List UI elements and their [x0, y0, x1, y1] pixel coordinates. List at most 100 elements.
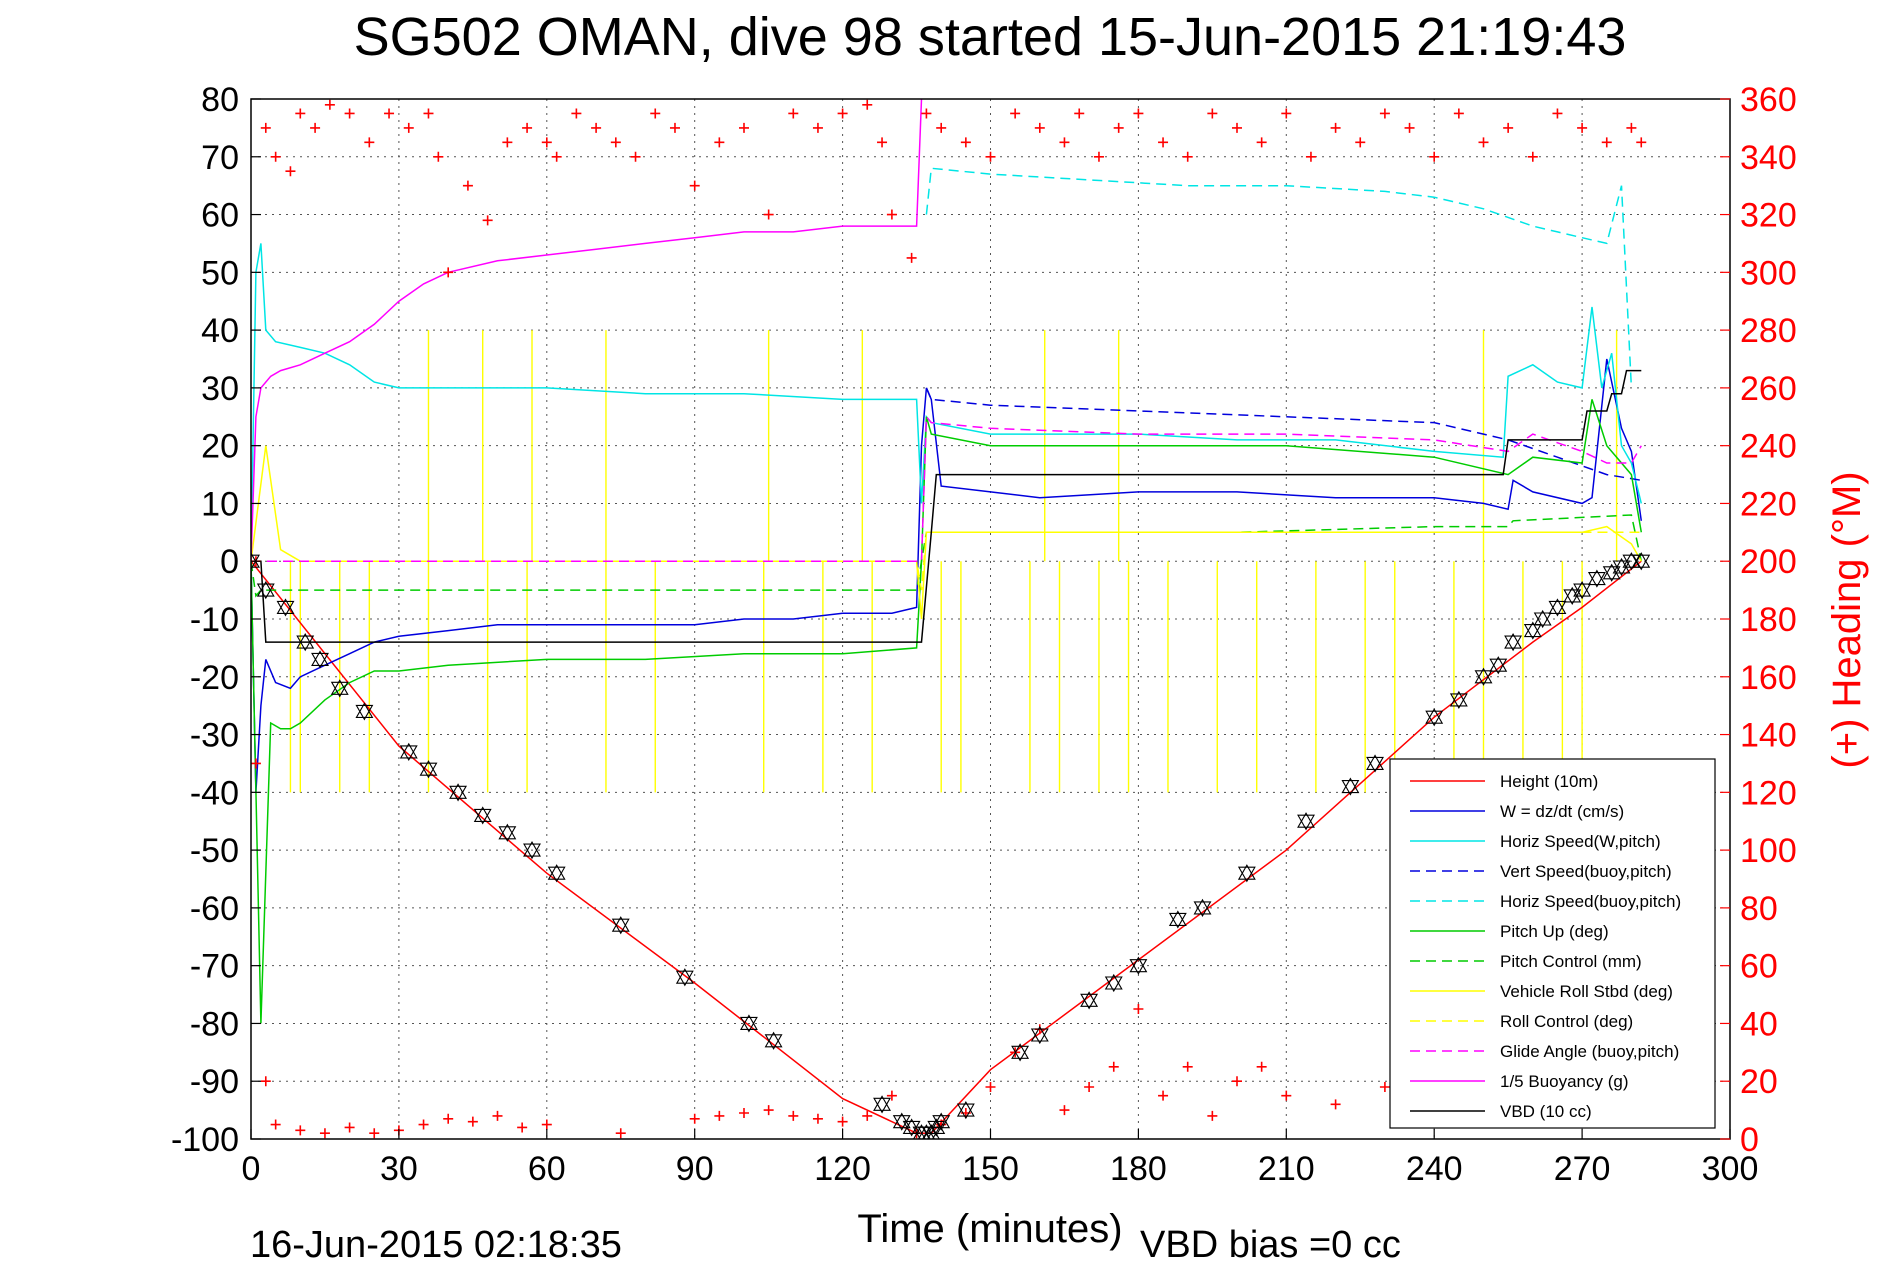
height-sample-marker	[1168, 910, 1187, 926]
axis-ticks: 0 30 60 90 120 150 180 210 240 270 300-100-90-80-7…	[171, 81, 1797, 1188]
heading-marker	[985, 151, 996, 162]
height-sample-marker	[902, 1120, 921, 1137]
y-tick-label: -40	[190, 774, 239, 812]
heading-marker	[502, 137, 513, 148]
right-axis-label: (+) Heading (°M)	[1825, 471, 1869, 768]
heading-marker	[1207, 108, 1218, 119]
height-sample-marker	[1080, 993, 1099, 1010]
height-sample-marker	[764, 1034, 783, 1050]
heading-marker	[364, 137, 375, 148]
y-tick-label: 80	[201, 81, 239, 119]
heading-marker	[1429, 151, 1440, 162]
height-sample-marker	[739, 1014, 758, 1030]
height-sample-marker	[1533, 612, 1552, 629]
heading-marker	[1232, 122, 1242, 133]
heading-marker	[1113, 122, 1124, 133]
height-sample-marker	[251, 552, 260, 568]
legend-label: Horiz Speed(W,pitch)	[1500, 832, 1661, 851]
heading-marker	[384, 108, 395, 119]
height-sample-marker	[355, 704, 374, 721]
heading-marker	[517, 1122, 528, 1133]
height-sample-marker	[399, 742, 418, 759]
height-sample-marker	[1548, 600, 1567, 617]
right-y-tick-label: 0	[1740, 1121, 1759, 1159]
height-sample-marker	[1474, 667, 1493, 684]
height-sample-marker	[1632, 552, 1651, 568]
heading-marker	[1636, 137, 1647, 148]
height-sample-marker	[1129, 956, 1148, 973]
height-sample-marker	[892, 1112, 911, 1129]
y-tick-label: -50	[190, 832, 239, 870]
heading-marker	[522, 122, 533, 133]
height-sample-marker	[1533, 609, 1552, 626]
y-tick-label: 70	[201, 139, 239, 177]
y-tick-label: 40	[201, 312, 239, 350]
height-sample-marker	[1612, 557, 1631, 574]
heading-marker	[921, 108, 932, 119]
heading-marker	[877, 137, 888, 148]
height-sample-marker	[330, 679, 349, 695]
heading-marker	[1552, 108, 1563, 119]
height-sample-marker	[956, 1101, 975, 1117]
heading-marker	[1626, 122, 1637, 133]
legend-label: Roll Control (deg)	[1500, 1012, 1633, 1031]
right-y-tick-label: 280	[1740, 312, 1797, 350]
y-tick-label: 60	[201, 197, 239, 235]
right-y-tick-label: 180	[1740, 601, 1797, 639]
heading-marker	[906, 252, 917, 263]
y-tick-label: -70	[190, 948, 239, 986]
height-sample-marker	[1425, 710, 1444, 727]
heading-marker	[1182, 151, 1193, 162]
x-tick-label: 90	[676, 1150, 714, 1188]
heading-marker	[669, 122, 680, 133]
heading-marker	[369, 1128, 380, 1139]
height-sample-marker	[1474, 670, 1493, 686]
height-sample-marker	[739, 1016, 758, 1033]
heading-marker	[571, 108, 582, 119]
height-sample-marker	[276, 600, 295, 617]
heading-marker	[1281, 108, 1292, 119]
height-sample-marker	[1104, 973, 1123, 990]
height-sample-marker	[523, 843, 541, 860]
heading-marker	[837, 108, 848, 119]
heading-marker	[270, 151, 281, 162]
heading-marker	[812, 1113, 823, 1124]
legend-label: Pitch Up (deg)	[1500, 922, 1609, 941]
heading-marker	[739, 1108, 749, 1118]
footer-date: 16-Jun-2015 02:18:35	[250, 1224, 622, 1262]
x-tick-label: 210	[1258, 1150, 1315, 1188]
series-line	[925, 167, 1633, 388]
height-sample-marker	[449, 785, 468, 802]
footer-vbd-bias: VBD bias =0 cc	[1140, 1224, 1401, 1262]
heading-marker	[1084, 1082, 1095, 1092]
heading-marker	[1108, 1061, 1119, 1072]
legend-label: Height (10m)	[1500, 772, 1598, 791]
series-line	[251, 531, 1642, 591]
height-sample-marker	[932, 1112, 951, 1129]
heading-marker	[285, 166, 296, 177]
height-sample-marker	[547, 864, 566, 880]
height-sample-marker	[547, 866, 566, 883]
heading-marker	[689, 180, 700, 191]
y-tick-label: 50	[201, 254, 239, 292]
heading-marker	[467, 1116, 478, 1127]
height-sample-marker	[873, 1095, 891, 1111]
heading-marker	[1059, 1105, 1070, 1116]
heading-marker	[260, 1076, 271, 1087]
heading-marker	[551, 151, 562, 162]
height-sample-marker	[1366, 756, 1384, 773]
heading-marker	[1379, 108, 1390, 119]
y-tick-label: 10	[201, 485, 239, 523]
y-tick-label: 20	[201, 428, 239, 466]
heading-marker	[541, 1119, 552, 1130]
heading-marker	[1034, 122, 1045, 133]
right-y-tick-label: 100	[1740, 832, 1797, 870]
height-sample-marker	[764, 1031, 783, 1048]
height-sample-marker	[1632, 554, 1651, 571]
heading-marker	[423, 108, 434, 119]
height-sample-marker	[498, 826, 517, 842]
heading-marker	[1453, 108, 1464, 119]
height-sample-marker	[1523, 621, 1542, 638]
heading-marker	[630, 151, 641, 162]
height-sample-marker	[1129, 959, 1148, 975]
